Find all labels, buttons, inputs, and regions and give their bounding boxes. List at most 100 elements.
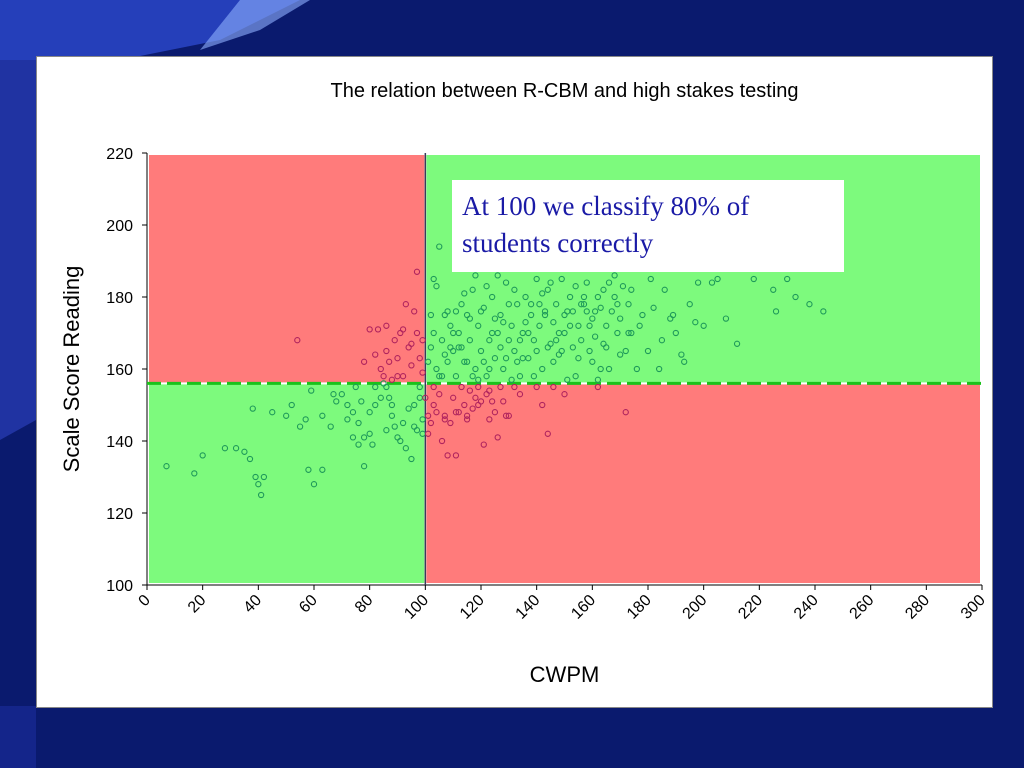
scatter-point: [544, 430, 551, 437]
scatter-point: [572, 283, 579, 290]
scatter-point: [296, 423, 304, 430]
scatter-point: [806, 301, 813, 308]
scatter-point: [308, 387, 315, 394]
scatter-point: [488, 293, 496, 301]
x-tick-label: 220: [735, 592, 766, 623]
scatter-point: [411, 423, 418, 430]
scatter-point: [257, 491, 265, 499]
scatter-point: [539, 365, 546, 373]
scatter-point: [516, 391, 524, 398]
x-axis-label: CWPM: [530, 662, 600, 687]
scatter-point: [491, 355, 499, 362]
scatter-point: [502, 412, 510, 419]
scatter-point: [427, 419, 435, 427]
scatter-chart: The relation between R-CBM and high stak…: [59, 80, 989, 687]
scatter-point: [427, 344, 435, 351]
scatter-point: [469, 286, 476, 293]
scatter-point: [597, 365, 604, 373]
x-tick-label: 160: [568, 592, 599, 623]
scatter-point: [402, 445, 409, 452]
scatter-point: [572, 373, 579, 380]
scatter-point: [591, 308, 599, 315]
scatter-point: [372, 383, 379, 391]
scatter-point: [692, 319, 699, 326]
scatter-point: [586, 347, 593, 355]
scatter-point: [383, 322, 390, 329]
scatter-point: [438, 337, 446, 344]
scatter-point: [586, 322, 593, 329]
scatter-point: [497, 383, 504, 391]
scatter-point: [372, 401, 379, 409]
scatter-point: [622, 347, 629, 355]
scatter-point: [433, 409, 440, 416]
scatter-point: [241, 448, 248, 455]
scatter-point: [733, 340, 741, 347]
scatter-point: [419, 337, 426, 344]
scatter-point: [436, 243, 443, 250]
scatter-point: [770, 286, 777, 293]
scatter-point: [475, 376, 482, 383]
region-3: [426, 384, 980, 583]
scatter-point: [597, 304, 604, 311]
x-tick-label: 280: [902, 592, 933, 623]
scatter-point: [488, 329, 496, 337]
scatter-point: [424, 358, 432, 365]
scatter-point: [561, 311, 568, 319]
x-tick-label: 300: [958, 592, 989, 623]
scatter-point: [352, 383, 359, 391]
scatter-point: [539, 290, 546, 297]
scatter-point: [519, 355, 526, 362]
scatter-point: [444, 358, 451, 365]
scatter-point: [569, 308, 576, 315]
scatter-point: [366, 430, 373, 437]
scatter-point: [338, 391, 345, 398]
scatter-point: [625, 301, 632, 308]
scatter-point: [530, 373, 538, 380]
scatter-point: [772, 308, 780, 315]
scatter-point: [305, 466, 312, 473]
scatter-point: [232, 445, 240, 452]
scatter-point: [463, 412, 471, 419]
scatter-point: [427, 311, 435, 319]
scatter-point: [511, 286, 518, 293]
scatter-point: [413, 268, 421, 275]
scatter-point: [452, 373, 460, 380]
scatter-point: [388, 401, 396, 409]
scatter-point: [533, 347, 540, 355]
scatter-point: [497, 311, 504, 319]
scatter-point: [514, 358, 521, 365]
scatter-point: [533, 275, 540, 283]
scatter-point: [383, 427, 390, 434]
scatter-point: [502, 279, 510, 286]
scatter-point: [319, 466, 326, 473]
scatter-point: [466, 315, 474, 322]
scatter-point: [433, 365, 440, 373]
scatter-point: [497, 344, 504, 351]
scatter-point: [438, 437, 446, 445]
scatter-point: [419, 416, 426, 423]
scatter-point: [438, 373, 446, 380]
scatter-point: [527, 301, 535, 308]
scatter-point: [525, 329, 532, 337]
scatter-point: [475, 322, 482, 329]
scatter-point: [605, 279, 613, 286]
scatter-point: [580, 301, 588, 308]
slide-swoosh-highlight: [200, 0, 310, 50]
scatter-point: [750, 275, 757, 283]
scatter-point: [686, 301, 693, 308]
scatter-point: [246, 455, 254, 463]
scatter-point: [669, 311, 677, 319]
scatter-point: [430, 329, 437, 337]
scatter-point: [639, 311, 646, 319]
scatter-point: [494, 434, 501, 441]
scatter-point: [447, 419, 454, 427]
scatter-point: [477, 308, 485, 315]
scatter-point: [500, 365, 507, 373]
scatter-point: [694, 279, 702, 286]
scatter-point: [385, 358, 393, 365]
scatter-point: [441, 416, 448, 423]
scatter-point: [344, 401, 351, 409]
scatter-point: [578, 337, 585, 344]
scatter-point: [589, 315, 596, 322]
scatter-point: [472, 394, 479, 401]
